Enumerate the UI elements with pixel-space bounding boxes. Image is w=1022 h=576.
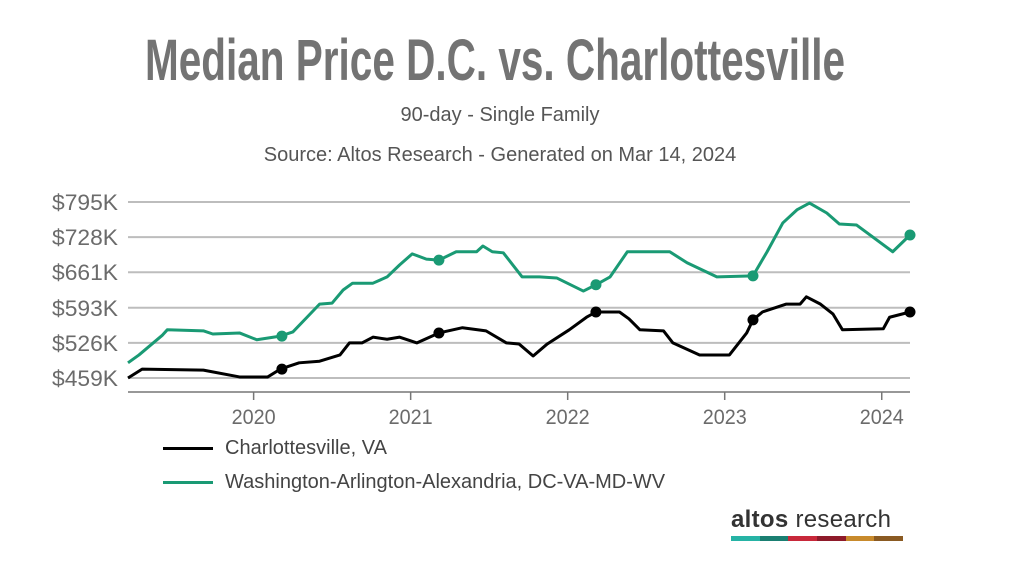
- data-point-marker: [590, 279, 602, 291]
- logo-bar-segment: [817, 536, 846, 541]
- legend-item-charlottesville: Charlottesville, VA: [163, 437, 387, 460]
- data-point-marker: [904, 229, 916, 241]
- data-point-marker: [433, 254, 445, 266]
- logo-bar-segment: [874, 536, 904, 541]
- data-point-marker: [433, 327, 445, 339]
- legend-swatch-green: [163, 481, 213, 484]
- logo-bar-segment: [788, 536, 818, 541]
- title-text: Median Price D.C. vs. Charlottesville: [145, 28, 845, 93]
- data-point-marker: [904, 306, 916, 318]
- legend-swatch-black: [163, 447, 213, 450]
- chart-title: Median Price D.C. vs. Charlottesville: [145, 28, 845, 93]
- data-point-marker: [276, 330, 288, 342]
- chart-source: Source: Altos Research - Generated on Ma…: [263, 144, 737, 166]
- y-tick-label: $526K: [52, 331, 118, 356]
- legend-item-washington: Washington-Arlington-Alexandria, DC-VA-M…: [163, 471, 665, 494]
- data-point-marker: [747, 270, 759, 282]
- x-tick-label: 2022: [546, 406, 590, 429]
- y-tick-label: $661K: [52, 260, 118, 285]
- line-chart: $459K $526K $593K $661K $728K $795K 2020 2021 20…: [52, 190, 916, 429]
- altos-logo: altos research: [731, 506, 904, 541]
- series-line-washington: [127, 201, 912, 365]
- data-point-marker: [747, 314, 759, 326]
- logo-bar-segment: [845, 536, 875, 541]
- logo-bar-segment: [759, 536, 789, 541]
- chart-subtitle: 90-day - Single Family: [400, 104, 600, 126]
- x-tick-label: 2024: [860, 406, 904, 429]
- logo-light: research: [788, 506, 892, 533]
- legend-label: Charlottesville, VA: [225, 437, 387, 459]
- legend-label: Washington-Arlington-Alexandria, DC-VA-M…: [225, 471, 666, 493]
- y-tick-label: $459K: [52, 366, 118, 391]
- y-tick-label: $795K: [52, 190, 118, 215]
- logo-color-bar: [731, 536, 904, 541]
- data-point-marker: [590, 306, 602, 318]
- x-tick-label: 2023: [703, 406, 747, 429]
- data-point-marker: [276, 363, 288, 375]
- logo-bold: altos: [731, 506, 789, 533]
- x-tick-label: 2021: [389, 406, 433, 429]
- series-line-charlottesville: [127, 295, 911, 380]
- x-tick-label: 2020: [232, 406, 276, 429]
- y-tick-label: $728K: [52, 225, 118, 250]
- y-tick-label: $593K: [52, 296, 118, 321]
- logo-bar-segment: [731, 536, 760, 541]
